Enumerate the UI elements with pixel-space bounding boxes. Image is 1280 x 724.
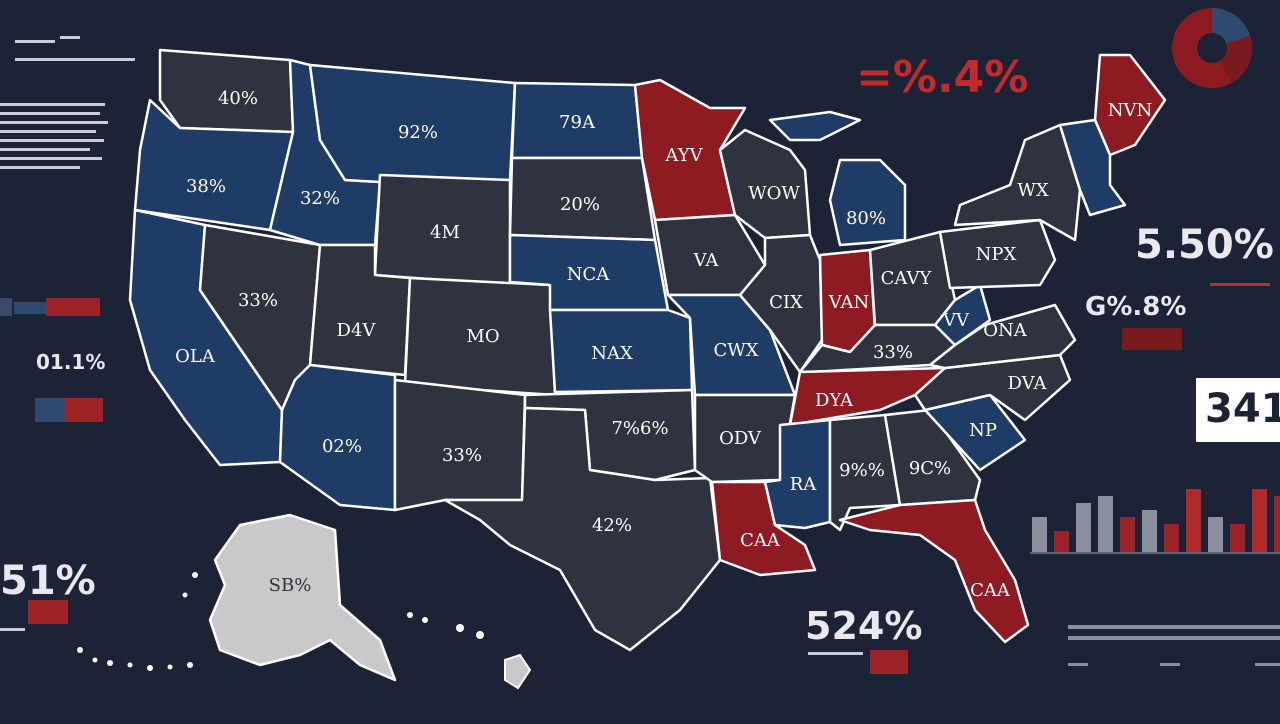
bottom-center-bars <box>808 650 908 674</box>
state-GA[interactable] <box>883 408 982 507</box>
state-label-SD: 20% <box>560 194 600 215</box>
state-AK[interactable] <box>208 513 397 682</box>
state-label-GA: 9C% <box>909 458 951 479</box>
state-label-TX: 42% <box>592 515 632 536</box>
state-label-MO: CWX <box>713 340 758 361</box>
bar-5 <box>1120 517 1135 552</box>
bar-chart <box>1032 489 1280 552</box>
state-label-IN: VAN <box>828 292 870 313</box>
state-label-NC: DVA <box>1008 373 1048 394</box>
state-label-PA: NPX <box>976 244 1017 265</box>
state-label-LA: CAA <box>740 530 781 551</box>
state-label-AL: 9%% <box>839 460 885 481</box>
left-decor-lines <box>0 36 135 169</box>
bar-2 <box>1054 531 1069 552</box>
state-label-OH: CAVY <box>881 268 933 289</box>
bar-10 <box>1230 524 1245 552</box>
state-label-SC: NP <box>969 420 997 441</box>
stat-right-mid: G%.8% <box>1085 292 1187 322</box>
bar-1 <box>1032 517 1047 552</box>
state-label-KS: NAX <box>591 343 633 364</box>
state-VA[interactable] <box>928 303 1077 370</box>
state-label-UT: D4V <box>337 320 377 341</box>
state-label-AZ: 02% <box>322 436 362 457</box>
bar-8 <box>1186 489 1201 552</box>
stat-left-mid: 01.1% <box>36 350 106 374</box>
state-label-IL: CIX <box>769 292 803 313</box>
state-label-ND: 79A <box>559 112 596 133</box>
state-label-MS: RA <box>790 474 818 495</box>
pie-chart-decor <box>1172 8 1252 88</box>
state-label-OK: 7%6% <box>611 418 668 439</box>
left-bars <box>0 298 103 631</box>
state-label-NY: WX <box>1017 180 1049 201</box>
bar-4 <box>1098 496 1113 552</box>
state-label-ID: 32% <box>300 188 340 209</box>
bar-6 <box>1142 510 1157 552</box>
state-label-WA: 40% <box>218 88 258 109</box>
state-label-MN: AYV <box>664 145 703 166</box>
state-TX[interactable] <box>443 406 722 652</box>
state-label-WV: VV <box>942 310 970 331</box>
islands <box>77 572 484 671</box>
bar-3 <box>1076 503 1091 552</box>
stat-box <box>1196 378 1280 442</box>
hawaii-big-island <box>504 653 532 690</box>
state-WI[interactable] <box>718 128 812 240</box>
state-WV[interactable] <box>933 283 992 347</box>
bar-chart-baseline <box>1030 552 1280 554</box>
stat-top-red: =%.4% <box>856 52 1029 103</box>
state-label-NE: NCA <box>567 264 611 285</box>
state-label-IA: VA <box>693 250 720 271</box>
state-KS[interactable] <box>548 308 694 394</box>
state-label-WI: WOW <box>748 183 800 204</box>
state-label-ME: NVN <box>1108 100 1153 121</box>
stat-left-big: 51% <box>0 558 96 604</box>
state-label-VA: ONA <box>983 320 1028 341</box>
state-label-AR: ODV <box>719 428 762 449</box>
bar-9 <box>1208 517 1223 552</box>
state-label-KY: 33% <box>873 342 913 363</box>
right-decor-lines <box>1068 283 1280 666</box>
bar-12 <box>1274 496 1280 552</box>
stat-right-big: 5.50% <box>1135 222 1274 268</box>
state-label-WY: 4M <box>430 222 460 243</box>
state-label-CA: OLA <box>175 346 216 367</box>
state-label-MI: 80% <box>846 208 886 229</box>
state-label-TN: DYA <box>815 390 854 411</box>
state-NE_SMALL[interactable] <box>1058 118 1127 217</box>
state-label-MT: 92% <box>398 122 438 143</box>
bar-11 <box>1252 489 1267 552</box>
stat-right-box: 341 <box>1205 386 1280 432</box>
state-label-FL: CAA <box>970 580 1011 601</box>
state-label-CO: MO <box>466 326 499 347</box>
state-TN[interactable] <box>788 366 947 427</box>
stat-bottom-center: 524% <box>805 604 923 648</box>
state-FL[interactable] <box>838 498 1030 644</box>
state-label-NM: 33% <box>442 445 482 466</box>
state-label-NV: 33% <box>238 290 278 311</box>
state-label-AK: SB% <box>269 575 312 596</box>
bar-7 <box>1164 524 1179 552</box>
state-label-OR: 38% <box>186 176 226 197</box>
